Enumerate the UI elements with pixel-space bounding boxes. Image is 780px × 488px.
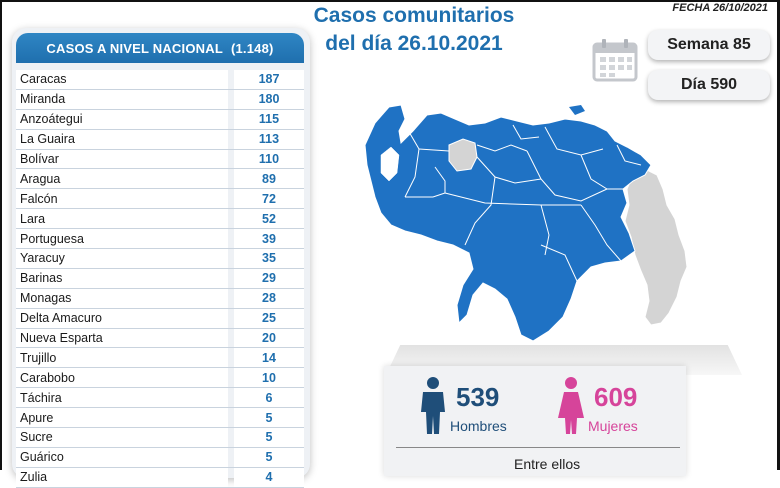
page-title: Casos comunitarios del día 26.10.2021	[296, 2, 532, 58]
state-cases: 113	[234, 129, 304, 149]
women-label: Mujeres	[588, 418, 638, 434]
venezuela-map	[364, 104, 688, 342]
state-cases: 110	[234, 149, 304, 169]
state-cases: 89	[234, 169, 304, 189]
week-counter: Semana 85	[648, 30, 770, 60]
state-cases: 6	[234, 388, 304, 408]
map-island-margarita	[569, 105, 585, 115]
frame-left	[0, 0, 2, 470]
state-name: Nueva Esparta	[16, 328, 228, 348]
table-row: Falcón 72	[16, 189, 304, 210]
table-row: Monagas 28	[16, 288, 304, 309]
table-row: Caracas 187	[16, 70, 304, 90]
table-row: Lara 52	[16, 209, 304, 230]
state-cases: 180	[234, 89, 304, 109]
state-name: Delta Amacuro	[16, 308, 228, 328]
national-header: CASOS A NIVEL NACIONAL (1.148)	[16, 33, 304, 63]
men-label: Hombres	[450, 418, 507, 434]
state-cases: 39	[234, 229, 304, 249]
table-row: Nueva Esparta 20	[16, 328, 304, 349]
state-name: Trujillo	[16, 348, 228, 368]
map-lake-maracaibo	[380, 146, 400, 182]
state-name: Aragua	[16, 169, 228, 189]
state-cases: 52	[234, 209, 304, 229]
table-row: Guárico 5	[16, 447, 304, 468]
state-cases: 29	[234, 268, 304, 288]
title-line-1: Casos comunitarios	[313, 4, 515, 27]
state-cases: 4	[234, 467, 304, 487]
table-row: Aragua 89	[16, 169, 304, 190]
state-cases: 187	[234, 70, 304, 89]
state-name: Táchira	[16, 388, 228, 408]
table-row: Zulia 4	[16, 467, 304, 488]
women-count: 609	[594, 382, 638, 412]
state-cases: 14	[234, 348, 304, 368]
cases-table: Caracas 187 Miranda 180 Anzoátegui 115 La Guai…	[16, 70, 304, 488]
map-state-borders	[404, 124, 642, 282]
table-row: Barinas 29	[16, 268, 304, 289]
state-name: Bolívar	[16, 149, 228, 169]
map-region-esequibo	[624, 168, 688, 326]
state-name: La Guaira	[16, 129, 228, 149]
state-name: Zulia	[16, 467, 228, 487]
date-label: FECHA 26/10/2021	[672, 2, 768, 14]
state-cases: 72	[234, 189, 304, 209]
table-row: La Guaira 113	[16, 129, 304, 150]
table-row: Carabobo 10	[16, 368, 304, 389]
state-cases: 28	[234, 288, 304, 308]
state-name: Caracas	[16, 70, 228, 89]
table-row: Táchira 6	[16, 388, 304, 409]
state-cases: 5	[234, 447, 304, 467]
state-cases: 10	[234, 368, 304, 388]
table-row: Bolívar 110	[16, 149, 304, 170]
national-label: CASOS A NIVEL NACIONAL	[46, 40, 223, 56]
state-name: Lara	[16, 209, 228, 229]
state-name: Apure	[16, 408, 228, 428]
frame-top	[0, 0, 780, 2]
table-row: Delta Amacuro 25	[16, 308, 304, 329]
state-cases: 25	[234, 308, 304, 328]
state-cases: 115	[234, 109, 304, 129]
day-counter: Día 590	[648, 70, 770, 100]
table-row: Miranda 180	[16, 89, 304, 110]
table-row: Trujillo 14	[16, 348, 304, 369]
table-row: Anzoátegui 115	[16, 109, 304, 130]
state-name: Portuguesa	[16, 229, 228, 249]
state-name: Barinas	[16, 268, 228, 288]
map-region-venezuela	[364, 104, 652, 342]
state-cases: 20	[234, 328, 304, 348]
table-row: Apure 5	[16, 408, 304, 429]
frame-right	[777, 0, 780, 470]
state-name: Yaracuy	[16, 249, 228, 268]
calendar-icon	[592, 39, 638, 82]
state-cases: 5	[234, 408, 304, 428]
table-row: Sucre 5	[16, 428, 304, 448]
state-name: Falcón	[16, 189, 228, 209]
state-name: Miranda	[16, 89, 228, 109]
man-icon	[421, 377, 445, 434]
entre-ellos-label: Entre ellos	[514, 456, 581, 472]
woman-icon	[558, 377, 584, 434]
state-name: Sucre	[16, 428, 228, 447]
state-name: Monagas	[16, 288, 228, 308]
men-count: 539	[456, 382, 500, 412]
stats-divider	[396, 447, 680, 448]
state-name: Guárico	[16, 447, 228, 467]
state-cases: 5	[234, 428, 304, 447]
table-row: Portuguesa 39	[16, 229, 304, 250]
title-line-2: del día 26.10.2021	[325, 32, 503, 55]
state-cases: 35	[234, 249, 304, 268]
table-row: Yaracuy 35	[16, 249, 304, 269]
state-name: Anzoátegui	[16, 109, 228, 129]
map-region-lara	[448, 138, 478, 172]
state-name: Carabobo	[16, 368, 228, 388]
national-total: (1.148)	[230, 40, 274, 56]
